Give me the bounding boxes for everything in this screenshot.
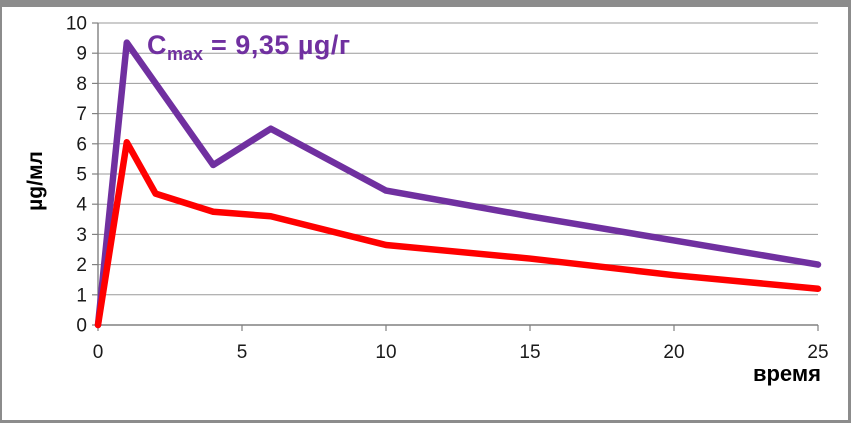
x-tick-label: 20 bbox=[663, 342, 684, 363]
x-tick-label: 25 bbox=[807, 342, 828, 363]
y-tick-label: 6 bbox=[76, 134, 87, 155]
cmax-annotation-prefix: C bbox=[147, 30, 167, 60]
x-tick-label: 0 bbox=[93, 342, 104, 363]
y-tick-label: 7 bbox=[76, 104, 87, 125]
cmax-annotation-value: = 9,35 µg/г bbox=[203, 30, 351, 60]
x-tick-label: 5 bbox=[237, 342, 248, 363]
y-tick-label: 1 bbox=[76, 285, 87, 306]
y-tick-label: 2 bbox=[76, 255, 87, 276]
x-tick-label: 10 bbox=[375, 342, 396, 363]
y-tick-label: 5 bbox=[76, 165, 87, 186]
y-axis-title: µg/мл bbox=[24, 151, 47, 211]
y-tick-label: 8 bbox=[76, 74, 87, 95]
y-tick-label: 3 bbox=[76, 225, 87, 246]
y-tick-label: 9 bbox=[76, 44, 87, 65]
y-tick-label: 0 bbox=[76, 316, 87, 337]
y-tick-label: 10 bbox=[66, 14, 87, 35]
y-tick-label: 4 bbox=[76, 195, 87, 216]
x-axis-title: время bbox=[752, 361, 821, 386]
x-tick-label: 15 bbox=[519, 342, 540, 363]
cmax-annotation-subscript: max bbox=[167, 44, 204, 64]
series-line-lower-red-curve bbox=[94, 139, 822, 329]
series-line-upper-purple-curve bbox=[94, 39, 822, 329]
cmax-annotation: Cmax = 9,35 µg/г bbox=[147, 30, 351, 65]
